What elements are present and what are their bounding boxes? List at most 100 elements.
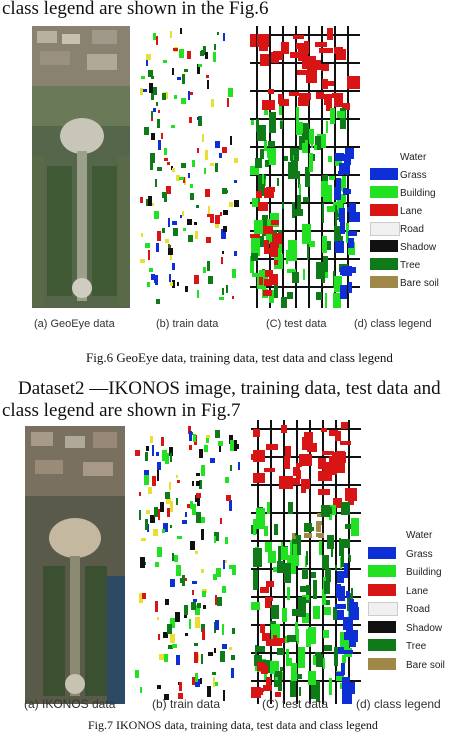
map-patch — [176, 498, 178, 505]
map-patch — [208, 276, 213, 284]
map-patch — [155, 601, 158, 612]
map-vegetation — [328, 156, 332, 162]
map-patch — [190, 184, 193, 188]
map-patch — [234, 158, 238, 163]
map-building — [299, 454, 312, 466]
map-patch — [210, 458, 215, 463]
map-water — [337, 610, 344, 620]
map-vegetation — [334, 276, 342, 292]
map-patch — [201, 569, 204, 573]
map-vegetation — [279, 106, 282, 115]
map-road — [309, 420, 311, 704]
map-patch — [223, 226, 227, 232]
map-patch — [177, 282, 179, 286]
map-water — [349, 212, 360, 222]
map-patch — [203, 267, 206, 273]
map-patch — [232, 269, 236, 278]
map-patch — [229, 647, 232, 650]
map-vegetation — [287, 587, 290, 600]
map-patch — [185, 286, 188, 292]
map-patch — [222, 147, 227, 153]
map-patch — [232, 440, 237, 451]
map-patch — [219, 444, 221, 452]
map-vegetation — [321, 505, 330, 517]
map-vegetation — [280, 667, 283, 671]
map-building — [293, 478, 300, 485]
map-road — [251, 428, 361, 430]
map-vegetation — [274, 254, 283, 269]
map-patch — [146, 60, 148, 66]
map-soil — [292, 533, 295, 537]
map-vegetation — [306, 551, 308, 565]
map-soil — [317, 513, 321, 517]
map-vegetation — [255, 645, 257, 658]
map-vegetation — [266, 232, 272, 244]
map-building — [256, 191, 262, 198]
map-water — [337, 571, 344, 583]
map-vegetation — [311, 527, 314, 531]
map-patch — [162, 93, 166, 100]
map-building — [293, 467, 300, 476]
map-patch — [146, 446, 149, 451]
legend-swatch — [370, 186, 398, 199]
map-building — [281, 425, 287, 433]
map-vegetation — [294, 533, 296, 550]
map-patch — [201, 624, 205, 632]
map-patch — [195, 679, 200, 687]
map-building — [270, 248, 278, 257]
map-building — [269, 274, 278, 285]
map-vegetation — [333, 202, 342, 208]
map-water — [336, 672, 344, 676]
fig6-geoeye-image — [32, 26, 130, 308]
map-patch — [172, 280, 175, 288]
map-vegetation — [340, 108, 346, 129]
legend-label-lane: Lane — [406, 585, 429, 597]
map-building — [319, 48, 333, 53]
map-water — [349, 634, 356, 647]
map-patch — [144, 127, 149, 135]
map-patch — [222, 644, 227, 649]
map-patch — [190, 92, 193, 95]
fig7-ikonos-image — [25, 426, 125, 704]
map-vegetation — [264, 526, 268, 536]
map-building — [263, 685, 272, 691]
map-patch — [225, 560, 227, 563]
map-patch — [147, 282, 150, 287]
fig6-caption: Fig.6 GeoEye data, training data, test d… — [86, 350, 393, 365]
map-building — [284, 456, 290, 469]
map-patch — [176, 655, 180, 665]
map-vegetation — [314, 145, 317, 150]
map-patch — [146, 199, 149, 206]
map-patch — [184, 69, 188, 72]
map-patch — [201, 654, 203, 664]
map-vegetation — [333, 293, 341, 308]
map-building — [318, 458, 326, 469]
map-patch — [207, 261, 210, 271]
map-patch — [193, 434, 196, 442]
map-patch — [197, 603, 201, 608]
map-road — [251, 512, 361, 514]
map-building — [327, 28, 333, 40]
map-patch — [156, 102, 158, 106]
map-patch — [176, 175, 180, 181]
fig7-test-data — [251, 420, 361, 704]
map-patch — [215, 215, 220, 224]
map-patch — [193, 599, 197, 602]
map-water — [345, 148, 354, 159]
map-building — [266, 581, 274, 587]
map-patch — [158, 140, 161, 150]
map-patch — [222, 288, 224, 295]
map-vegetation — [330, 108, 335, 124]
map-patch — [227, 98, 229, 107]
map-building — [336, 466, 341, 472]
map-patch — [222, 188, 227, 194]
map-patch — [151, 116, 153, 121]
map-patch — [168, 248, 173, 255]
map-patch — [196, 205, 199, 208]
map-vegetation — [324, 645, 332, 651]
map-soil — [319, 521, 322, 525]
map-water — [344, 563, 348, 578]
map-patch — [158, 110, 160, 113]
map-patch — [197, 498, 200, 506]
map-building — [296, 43, 308, 49]
